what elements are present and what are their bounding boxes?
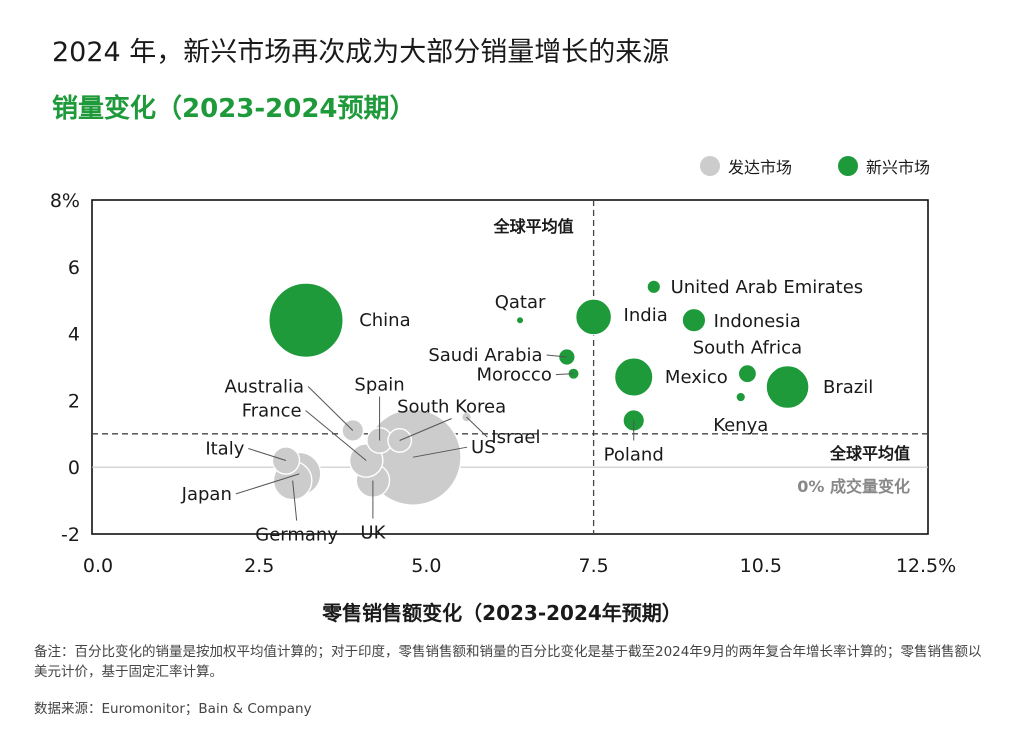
leader-line — [307, 386, 354, 431]
point-label: China — [359, 310, 410, 331]
leader-line — [466, 416, 488, 438]
bubble-china — [268, 282, 344, 359]
legend-item-developed: 发达市场 — [700, 154, 792, 178]
legend-swatch-emerging — [838, 156, 858, 176]
bubble-united-arab-emirates — [646, 279, 662, 295]
point-label: Japan — [181, 484, 232, 505]
point-label: UK — [360, 523, 386, 544]
bubble-south-korea — [387, 428, 413, 453]
point-label: France — [242, 401, 302, 422]
chart-subtitle: 销量变化（2023-2024预期） — [52, 94, 416, 124]
y-tick-label: -2 — [61, 524, 80, 546]
footnote: 备注：百分比变化的销量是按加权平均值计算的；对于印度，零售销售额和销量的百分比变… — [34, 644, 982, 680]
x-tick-label: 5.0 — [411, 555, 441, 577]
y-tick-label: 4 — [68, 324, 80, 346]
scatter-chart: 8% 6 4 2 0 -20.0 2.5 5.0 7.5 10.5 12.5% 零售销售额变化（202… — [50, 190, 956, 625]
avg-x-annotation: 全球平均值 — [493, 217, 574, 236]
plot-frame — [91, 199, 929, 535]
x-axis-label: 零售销售额变化（2023-2024年预期） — [321, 601, 682, 625]
point-label: Morocco — [476, 365, 551, 386]
point-label: South Africa — [693, 338, 802, 359]
leader-line — [292, 480, 298, 521]
point-label: India — [624, 305, 668, 326]
y-tick-label: 2 — [68, 390, 80, 412]
point-label: United Arab Emirates — [671, 277, 864, 298]
x-tick-label: 0.0 — [83, 555, 113, 577]
point-label: Mexico — [665, 367, 728, 388]
leader-line — [305, 410, 367, 461]
point-label: Italy — [205, 439, 244, 460]
point-label: US — [471, 437, 496, 458]
x-tick-label: 7.5 — [578, 555, 608, 577]
bubble-south-africa — [737, 363, 758, 384]
legend: 发达市场 新兴市场 — [700, 154, 960, 182]
legend-item-emerging: 新兴市场 — [838, 154, 930, 178]
zero-annotation: 0% 成交量变化 — [797, 477, 910, 496]
leader-line — [235, 473, 300, 495]
point-label: Brazil — [823, 377, 873, 398]
bubble-mexico — [613, 357, 654, 397]
bubble-kenya — [735, 391, 747, 403]
point-label: Saudi Arabia — [428, 345, 542, 366]
bubble-brazil — [765, 364, 810, 410]
avg-y-annotation: 全球平均值 — [829, 444, 910, 463]
x-tick-label: 12.5% — [896, 555, 956, 577]
leader-line — [555, 373, 574, 376]
y-tick-label: 8% — [50, 190, 80, 212]
y-tick-label: 6 — [68, 257, 80, 279]
point-label: Poland — [604, 444, 664, 465]
point-label: Spain — [354, 374, 404, 395]
bubble-india — [574, 298, 613, 336]
point-label: Germany — [255, 525, 338, 546]
legend-label-developed: 发达市场 — [728, 158, 793, 177]
source-note: 数据来源：Euromonitor；Bain & Company — [34, 701, 312, 717]
leader-line — [546, 354, 567, 358]
x-tick-label: 10.5 — [740, 555, 782, 577]
bubble-indonesia — [681, 307, 707, 333]
point-label: Kenya — [713, 415, 768, 436]
leader-line — [248, 448, 287, 461]
point-label: South Korea — [397, 396, 506, 417]
chart-title: 2024 年，新兴市场再次成为大部分销量增长的来源 — [52, 37, 670, 68]
x-tick-label: 2.5 — [244, 555, 274, 577]
point-label: Israel — [491, 427, 540, 448]
leader-line — [399, 418, 452, 441]
point-label: Qatar — [495, 292, 546, 313]
legend-label-emerging: 新兴市场 — [866, 158, 931, 177]
legend-swatch-developed — [700, 156, 720, 176]
point-label: Indonesia — [714, 311, 801, 332]
leader-line — [412, 446, 468, 458]
bubble-qatar — [515, 315, 525, 325]
y-tick-label: 0 — [68, 457, 80, 479]
point-label: Australia — [224, 376, 304, 397]
